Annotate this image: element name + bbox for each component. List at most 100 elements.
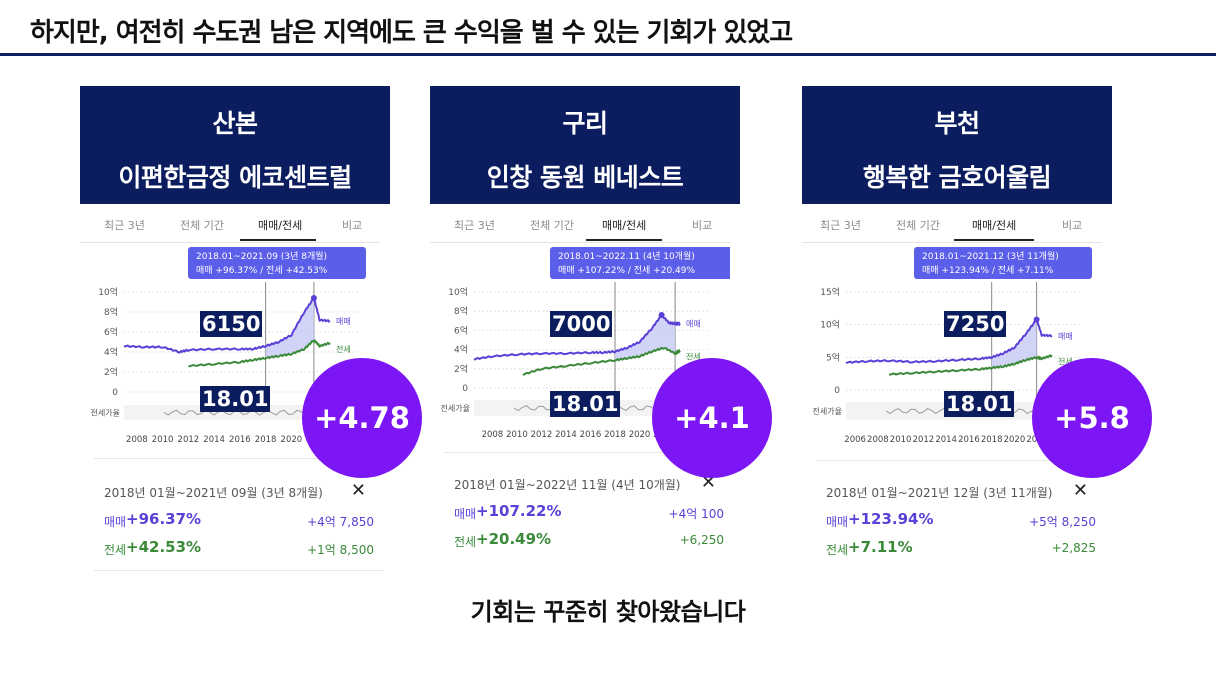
summary-sale-row: 매매 +96.37% +4억 7,850 bbox=[104, 510, 374, 532]
x-tick-label: 2016 bbox=[580, 430, 602, 440]
y-tick-label: 10억 bbox=[820, 319, 840, 331]
chart-tabs: 최근 3년 전체 기간 매매/전세 비교 bbox=[430, 204, 730, 243]
card-complex-name: 이편한금정 에코센트럴 bbox=[118, 163, 352, 192]
summary-divider bbox=[816, 460, 1106, 461]
jeonse-series-label: 전세 bbox=[686, 352, 701, 362]
summary-jeonse-row: 전세 +20.49% +6,250 bbox=[454, 530, 724, 552]
y-tick-label: 2억 bbox=[104, 366, 118, 378]
price-overlay-box: 7250 bbox=[944, 311, 1007, 337]
jeonse-price-line bbox=[888, 354, 1053, 376]
close-icon[interactable]: ✕ bbox=[1072, 480, 1088, 501]
tab-compare[interactable]: 비교 bbox=[342, 219, 363, 232]
sale-amount: +4억 100 bbox=[668, 507, 724, 521]
sale-label: 매매 bbox=[826, 515, 849, 529]
chart-tabs: 최근 3년 전체 기간 매매/전세 비교 bbox=[802, 204, 1102, 243]
multiple-badge: +4.78 bbox=[302, 358, 422, 478]
ratio-band-label: 전세가율 bbox=[441, 403, 470, 413]
range-tooltip bbox=[550, 247, 730, 279]
tab-all-period[interactable]: 전체 기간 bbox=[180, 219, 224, 232]
sale-price-line bbox=[123, 296, 331, 354]
tab-recent-3y[interactable]: 최근 3년 bbox=[820, 219, 861, 232]
y-tick-label: 10억 bbox=[98, 286, 118, 298]
tooltip-change: 매매 +123.94% / 전세 +7.11% bbox=[922, 265, 1054, 276]
tab-all-period[interactable]: 전체 기간 bbox=[530, 219, 574, 232]
tab-recent-3y[interactable]: 최근 3년 bbox=[104, 219, 145, 232]
y-tick-label: 4억 bbox=[454, 344, 468, 356]
ratio-band bbox=[124, 405, 360, 420]
tab-sale-jeonse[interactable]: 매매/전세 bbox=[972, 219, 1017, 232]
multiple-badge: +4.1 bbox=[652, 358, 772, 478]
chart-tabs: 최근 3년 전체 기간 매매/전세 비교 bbox=[80, 204, 380, 243]
active-tab-indicator bbox=[240, 239, 316, 241]
summary-period: 2018년 01월~2021년 09월 (3년 8개월) bbox=[104, 486, 323, 500]
active-tab-indicator bbox=[954, 239, 1034, 241]
tab-sale-jeonse[interactable]: 매매/전세 bbox=[602, 219, 647, 232]
tab-compare[interactable]: 비교 bbox=[692, 219, 713, 232]
card-title-box: 구리 인창 동원 베네스트 bbox=[430, 86, 740, 204]
y-tick-label: 2억 bbox=[454, 363, 468, 375]
x-tick-label: 2014 bbox=[935, 435, 957, 445]
card-region: 구리 bbox=[562, 109, 608, 138]
x-tick-label: 2008 bbox=[126, 435, 148, 445]
summary-divider bbox=[444, 452, 734, 453]
x-tick-label: 2016 bbox=[229, 435, 251, 445]
summary-period: 2018년 01월~2021년 12월 (3년 11개월) bbox=[826, 486, 1053, 500]
x-tick-label: 2008 bbox=[867, 435, 889, 445]
chart-panel: 최근 3년 전체 기간 매매/전세 비교 0 2억 4억 6억 8억 10억 매매 전세 전세가… bbox=[430, 204, 740, 576]
x-tick-label: 2014 bbox=[203, 435, 225, 445]
x-tick-label: 2008 bbox=[482, 430, 504, 440]
x-tick-label: 2012 bbox=[913, 435, 935, 445]
sale-percent: +96.37% bbox=[126, 510, 202, 528]
summary-sale-row: 매매 +123.94% +5억 8,250 bbox=[826, 510, 1096, 532]
card-complex-name: 행복한 금호어울림 bbox=[862, 163, 1052, 192]
card-complex-name: 인창 동원 베네스트 bbox=[486, 163, 684, 192]
tab-compare[interactable]: 비교 bbox=[1062, 219, 1083, 232]
tooltip-change: 매매 +107.22% / 전세 +20.49% bbox=[558, 265, 695, 276]
card-sanbon: 산본 이편한금정 에코센트럴 최근 3년 전체 기간 매매/전세 비교 0 2억 4… bbox=[80, 86, 422, 576]
summary-period: 2018년 01월~2022년 11월 (4년 10개월) bbox=[454, 478, 681, 492]
y-tick-label: 6억 bbox=[104, 326, 118, 338]
x-tick-label: 2012 bbox=[178, 435, 200, 445]
y-tick-label: 10억 bbox=[448, 286, 468, 298]
x-tick-label: 2020 bbox=[1004, 435, 1026, 445]
jeonse-series-label: 전세 bbox=[1058, 356, 1073, 366]
x-tick-label: 2020 bbox=[281, 435, 303, 445]
card-guri: 구리 인창 동원 베네스트 최근 3년 전체 기간 매매/전세 비교 0 2억 4억… bbox=[430, 86, 772, 576]
gap-area bbox=[991, 319, 1037, 368]
jeonse-amount: +6,250 bbox=[679, 533, 724, 547]
jeonse-price-line bbox=[522, 346, 681, 376]
y-tick-label: 0 bbox=[834, 386, 840, 396]
x-tick-label: 2010 bbox=[152, 435, 174, 445]
jeonse-label: 전세 bbox=[454, 535, 477, 549]
summary-sale-row: 매매 +107.22% +4억 100 bbox=[454, 502, 724, 524]
page-heading: 하지만, 여전히 수도권 남은 지역에도 큰 수익을 벌 수 있는 기회가 있었… bbox=[30, 18, 793, 48]
sale-label: 매매 bbox=[104, 515, 127, 529]
jeonse-series-label: 전세 bbox=[336, 344, 351, 354]
card-title-box: 산본 이편한금정 에코센트럴 bbox=[80, 86, 390, 204]
sale-percent: +123.94% bbox=[848, 510, 934, 528]
x-tick-label: 2010 bbox=[890, 435, 912, 445]
gap-area bbox=[615, 315, 676, 361]
x-tick-label: 2006 bbox=[844, 435, 866, 445]
y-tick-label: 8억 bbox=[104, 306, 118, 318]
date-overlay-box: 18.01 bbox=[944, 391, 1015, 417]
tooltip-period: 2018.01~2022.11 (4년 10개월) bbox=[558, 250, 695, 262]
card-region: 산본 bbox=[212, 109, 258, 138]
tab-all-period[interactable]: 전체 기간 bbox=[896, 219, 940, 232]
card-region: 부천 bbox=[934, 109, 980, 138]
ratio-band-label: 전세가율 bbox=[91, 408, 120, 418]
chart-panel: 최근 3년 전체 기간 매매/전세 비교 0 2억 4억 6억 8억 10억 매매 전세 전세가… bbox=[80, 204, 390, 576]
range-tooltip bbox=[188, 247, 366, 279]
x-tick-label: 2012 bbox=[531, 430, 553, 440]
tab-sale-jeonse[interactable]: 매매/전세 bbox=[258, 219, 303, 232]
card-title-box: 부천 행복한 금호어울림 bbox=[802, 86, 1112, 204]
sale-series-label: 매매 bbox=[336, 317, 351, 326]
close-icon[interactable]: ✕ bbox=[350, 480, 366, 501]
summary-divider bbox=[94, 458, 384, 459]
tab-recent-3y[interactable]: 최근 3년 bbox=[454, 219, 495, 232]
price-overlay-box: 6150 bbox=[200, 311, 263, 337]
y-tick-label: 4억 bbox=[104, 346, 118, 358]
jeonse-label: 전세 bbox=[104, 543, 127, 557]
summary-jeonse-row: 전세 +42.53% +1억 8,500 bbox=[104, 538, 374, 560]
